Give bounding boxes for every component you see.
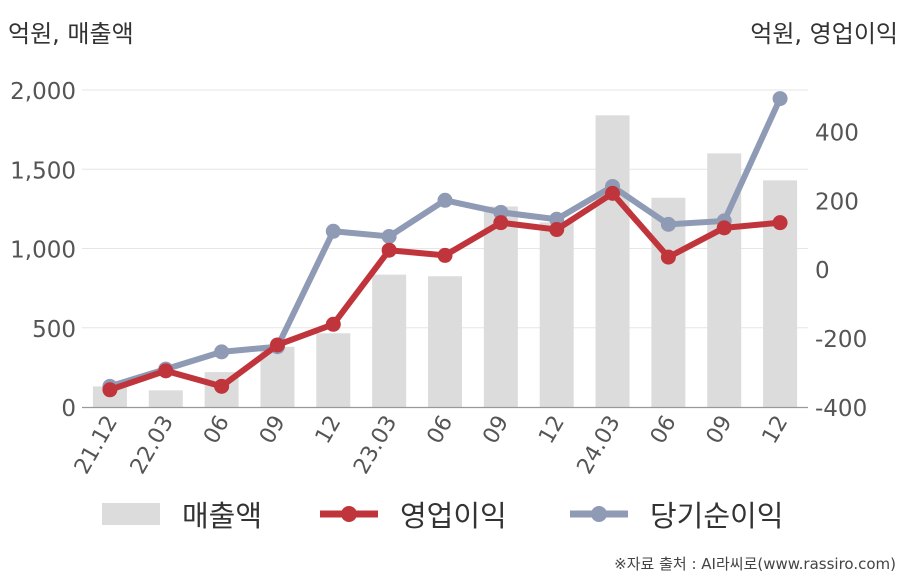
point-operating-profit (437, 247, 453, 263)
legend-item-revenue: 매출액 (102, 492, 262, 536)
right-axis-tick-label: -400 (815, 396, 867, 422)
left-axis-tick-label: 500 (32, 317, 76, 343)
x-axis-tick-label: 09 (478, 412, 514, 449)
legend: 매출액 영업이익 당기순이익 (0, 492, 908, 536)
point-net-income (381, 228, 397, 244)
x-axis-tick-label: 23.03 (349, 412, 402, 479)
x-axis-tick-label: 12 (311, 412, 347, 449)
legend-item-operating-profit: 영업이익 (318, 492, 507, 536)
point-operating-profit (158, 363, 174, 379)
point-operating-profit (493, 215, 509, 231)
point-net-income (325, 223, 341, 239)
x-axis-tick-label: 24.03 (573, 412, 626, 479)
point-net-income (549, 211, 565, 227)
x-axis-tick-label: 22.03 (126, 412, 179, 479)
point-net-income (493, 204, 509, 220)
bar-revenue (316, 333, 351, 407)
point-operating-profit (716, 220, 732, 236)
x-axis-tick-label: 09 (255, 412, 291, 449)
right-axis-unit: 억원, 영업이익 (750, 20, 898, 48)
legend-label-revenue: 매출액 (182, 499, 263, 533)
point-operating-profit (549, 222, 565, 238)
point-net-income (772, 91, 788, 107)
point-operating-profit (102, 382, 118, 398)
left-axis-unit: 억원, 매출액 (8, 20, 134, 48)
point-operating-profit (325, 316, 341, 332)
bar-revenue (372, 274, 407, 407)
x-axis-tick-label: 12 (758, 412, 794, 449)
legend-swatch-bar (102, 503, 160, 525)
source-note: ※자료 출처 : AI라씨로(www.rassiro.com) (614, 555, 896, 573)
left-axis-tick-label: 0 (61, 396, 76, 422)
bar-revenue (651, 197, 686, 407)
legend-swatch-line-blue (570, 506, 628, 522)
bar-revenue (595, 115, 630, 408)
left-axis-tick-label: 1,500 (10, 158, 76, 184)
right-axis-tick-label: 200 (815, 189, 859, 215)
point-net-income (660, 216, 676, 232)
bar-revenue (539, 222, 574, 407)
legend-label-operating-profit: 영업이익 (400, 499, 507, 533)
point-net-income (437, 192, 453, 208)
left-axis-tick-label: 2,000 (10, 79, 76, 105)
point-operating-profit (605, 185, 621, 201)
right-axis-tick-label: 0 (815, 258, 830, 284)
x-axis-tick-label: 21.12 (70, 412, 123, 479)
right-axis-tick-label: 400 (815, 120, 859, 146)
x-axis-tick-label: 06 (646, 412, 682, 449)
x-axis-tick-label: 06 (199, 412, 235, 449)
left-axis-tick-label: 1,000 (10, 238, 76, 264)
x-axis-tick-label: 06 (423, 412, 459, 449)
x-axis-tick-label: 09 (702, 412, 738, 449)
right-axis-tick-label: -200 (815, 327, 867, 353)
bar-revenue (428, 276, 462, 407)
point-operating-profit (772, 215, 788, 231)
point-operating-profit (269, 337, 285, 353)
x-axis-tick-label: 12 (534, 412, 570, 449)
legend-label-net-income: 당기순이익 (650, 499, 784, 533)
bar-revenue (763, 180, 798, 407)
bar-revenue (483, 206, 518, 407)
point-operating-profit (381, 242, 397, 258)
legend-item-net-income: 당기순이익 (568, 492, 783, 536)
point-operating-profit (660, 249, 676, 265)
point-net-income (214, 344, 230, 360)
bar-revenue (148, 390, 183, 407)
legend-swatch-line-red (320, 506, 378, 522)
point-operating-profit (214, 378, 230, 394)
